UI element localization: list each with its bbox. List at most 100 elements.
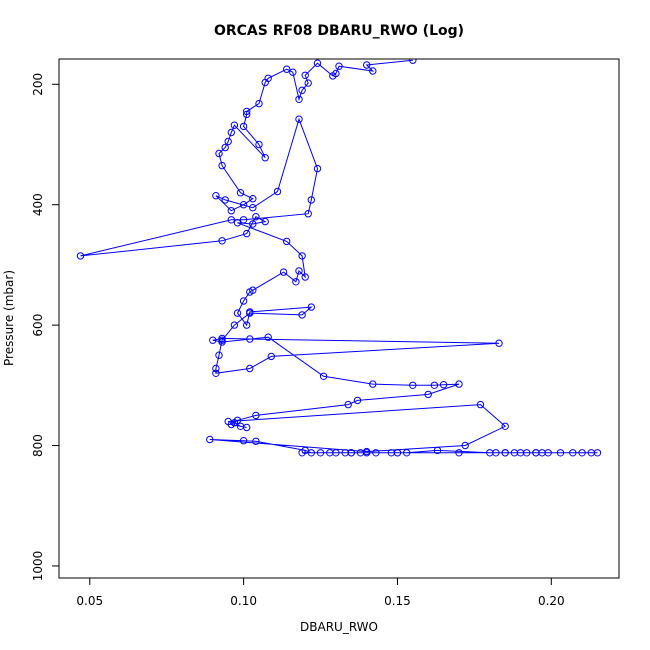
data-point bbox=[273, 187, 282, 196]
data-point bbox=[301, 71, 309, 80]
data-point bbox=[215, 351, 223, 359]
data-point bbox=[236, 189, 245, 197]
data-point bbox=[289, 68, 297, 76]
data-point bbox=[344, 400, 352, 409]
data-point bbox=[501, 449, 509, 457]
data-point bbox=[326, 449, 334, 457]
plot-frame bbox=[58, 58, 620, 579]
data-point bbox=[261, 78, 269, 87]
data-point bbox=[430, 381, 439, 389]
y-tick-label: 1000 bbox=[31, 551, 45, 582]
data-point bbox=[523, 449, 531, 457]
data-point bbox=[439, 381, 448, 389]
data-point bbox=[353, 396, 362, 405]
data-point bbox=[492, 449, 500, 457]
data-point bbox=[252, 411, 260, 420]
data-point bbox=[243, 110, 251, 119]
data-point bbox=[569, 449, 577, 457]
x-tick-label: 0.15 bbox=[384, 594, 411, 608]
data-point bbox=[264, 333, 272, 341]
data-point bbox=[218, 237, 226, 245]
data-point bbox=[252, 213, 260, 221]
data-point bbox=[476, 400, 485, 409]
data-point bbox=[403, 449, 411, 457]
data-point bbox=[593, 449, 602, 457]
data-point bbox=[369, 67, 377, 75]
data-point bbox=[233, 219, 242, 227]
chart-title: ORCAS RF08 DBARU_RWO (Log) bbox=[214, 23, 464, 39]
data-point bbox=[298, 86, 306, 95]
data-point bbox=[556, 449, 565, 457]
data-point bbox=[227, 207, 236, 215]
data-point bbox=[433, 446, 442, 455]
data-point bbox=[267, 352, 275, 361]
x-tick-label: 0.10 bbox=[230, 594, 257, 608]
y-tick-label: 600 bbox=[31, 314, 45, 337]
data-point bbox=[283, 237, 291, 246]
data-point bbox=[304, 79, 312, 87]
data-point bbox=[252, 437, 260, 445]
data-point bbox=[230, 321, 239, 329]
data-point bbox=[246, 309, 254, 317]
data-point bbox=[221, 196, 229, 204]
data-point bbox=[304, 210, 312, 218]
data-point bbox=[295, 115, 303, 123]
data-point bbox=[501, 422, 509, 430]
y-tick-label: 200 bbox=[31, 73, 45, 96]
data-point bbox=[239, 216, 248, 224]
data-point bbox=[249, 195, 257, 203]
data-point bbox=[230, 121, 239, 129]
data-point bbox=[424, 390, 432, 399]
data-point bbox=[316, 449, 325, 457]
data-point bbox=[301, 273, 309, 281]
data-point bbox=[255, 99, 263, 108]
data-point bbox=[212, 369, 220, 377]
x-axis-title: DBARU_RWO bbox=[300, 620, 378, 634]
data-point bbox=[363, 449, 371, 457]
x-axis: 0.05 0.10 0.15 0.20 bbox=[76, 578, 565, 608]
data-point bbox=[335, 62, 343, 70]
data-point bbox=[455, 380, 463, 388]
data-point bbox=[372, 449, 380, 457]
data-point bbox=[233, 309, 242, 317]
data-point bbox=[212, 192, 220, 200]
data-point bbox=[329, 72, 337, 80]
data-point bbox=[461, 441, 469, 450]
data-point bbox=[347, 449, 355, 457]
data-point bbox=[295, 95, 303, 104]
data-point bbox=[76, 252, 85, 260]
data-point bbox=[578, 449, 586, 457]
y-axis: 200 400 600 800 1000 bbox=[31, 73, 59, 581]
data-point bbox=[227, 128, 236, 137]
data-point bbox=[221, 143, 229, 152]
data-point bbox=[495, 339, 503, 347]
data-point bbox=[307, 449, 315, 457]
data-point bbox=[283, 65, 291, 73]
data-point bbox=[249, 220, 257, 228]
data-point bbox=[236, 422, 245, 430]
data-point bbox=[319, 372, 328, 380]
data-point bbox=[455, 449, 463, 457]
data-point bbox=[243, 321, 251, 329]
data-point bbox=[246, 288, 254, 296]
data-point bbox=[239, 297, 248, 305]
x-tick-label: 0.05 bbox=[76, 594, 103, 608]
data-point bbox=[292, 278, 300, 286]
data-point bbox=[261, 217, 269, 226]
data-point bbox=[369, 380, 377, 388]
y-tick-label: 800 bbox=[31, 434, 45, 457]
data-point bbox=[313, 59, 322, 67]
data-point bbox=[298, 252, 306, 260]
data-point bbox=[218, 334, 226, 343]
data-point bbox=[246, 335, 254, 343]
series-line bbox=[80, 59, 598, 454]
data-point bbox=[249, 204, 257, 212]
data-point bbox=[313, 164, 322, 173]
x-tick-label: 0.20 bbox=[538, 594, 565, 608]
data-point bbox=[409, 59, 417, 64]
data-point bbox=[212, 364, 220, 373]
data-point bbox=[239, 201, 248, 209]
data-point bbox=[295, 267, 303, 275]
data-point bbox=[243, 229, 251, 238]
